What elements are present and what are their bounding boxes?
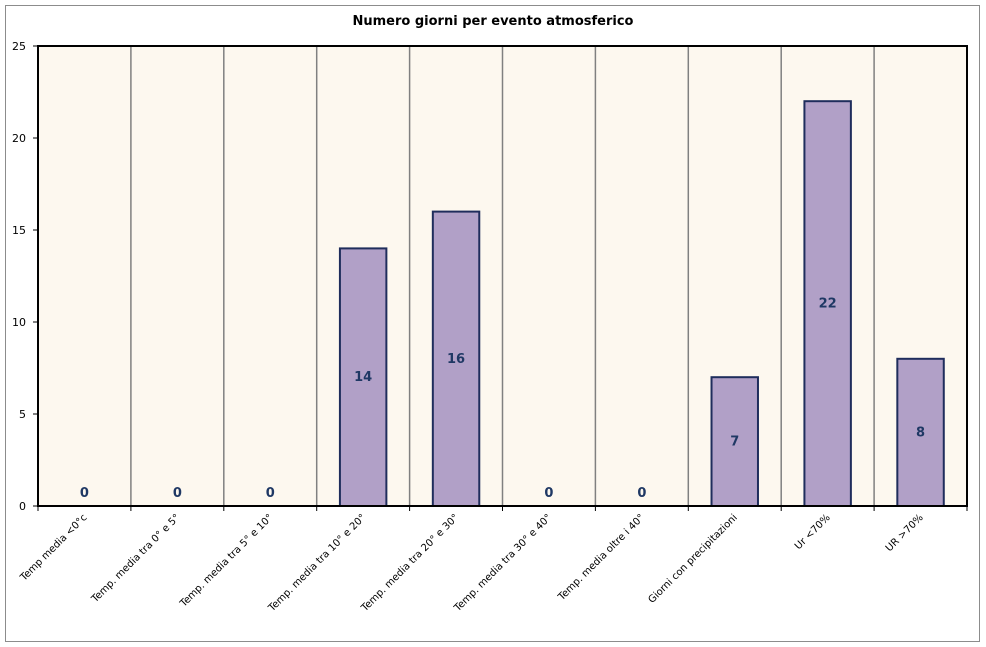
data-label: 14 <box>354 370 372 385</box>
data-label: 0 <box>544 486 553 501</box>
chart-title: Numero giorni per evento atmosferico <box>352 14 634 29</box>
y-tick-label: 10 <box>12 316 26 329</box>
data-label: 0 <box>173 486 182 501</box>
data-label: 7 <box>730 435 739 450</box>
x-tick-label: Giorni con precipitazioni <box>646 512 739 605</box>
x-tick-label: Temp. media oltre i 40° <box>556 512 647 603</box>
bar <box>710 376 759 508</box>
x-tick-label: Ur <70% <box>793 512 833 552</box>
x-tick-label: UR >70% <box>884 512 926 554</box>
data-label: 22 <box>819 297 837 312</box>
y-tick-label: 0 <box>19 500 26 513</box>
x-tick-label: Temp. media tra 0° e 5° <box>89 512 182 605</box>
y-tick-label: 25 <box>12 40 26 53</box>
bar <box>431 210 481 507</box>
x-tick-label: Temp. media tra 5° e 10° <box>178 512 276 610</box>
y-tick-label: 15 <box>12 224 26 237</box>
bar <box>896 357 945 507</box>
bar <box>338 247 388 507</box>
bar <box>803 100 852 507</box>
data-label: 0 <box>80 486 89 501</box>
data-label: 16 <box>447 352 465 367</box>
x-tick-label: Temp. media tra 20° e 30° <box>359 512 461 614</box>
data-label: 0 <box>266 486 275 501</box>
x-tick-label: Temp. media tra 10° e 20° <box>266 512 368 614</box>
data-label: 8 <box>916 425 925 440</box>
x-tick-label: Temp. media tra 30° e 40° <box>452 512 554 614</box>
data-label: 0 <box>637 486 646 501</box>
y-tick-label: 20 <box>12 132 26 145</box>
x-tick-label: Temp media <0°c <box>18 512 90 584</box>
y-tick-label: 5 <box>19 408 26 421</box>
